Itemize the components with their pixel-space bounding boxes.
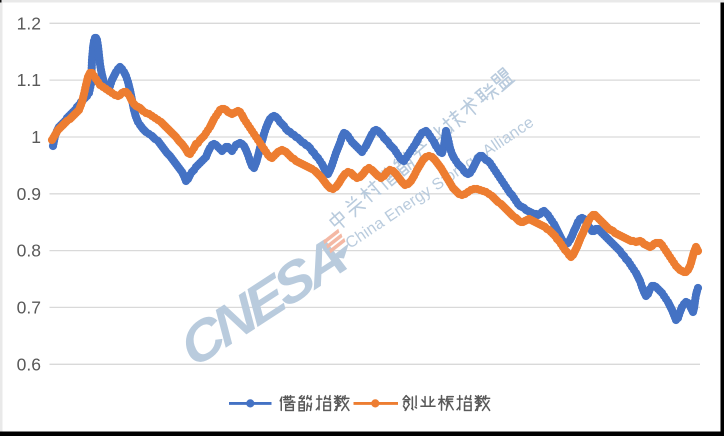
svg-text:0.9: 0.9 [17,184,41,204]
svg-text:1.1: 1.1 [17,70,41,90]
svg-text:0.6: 0.6 [17,354,41,374]
svg-text:1.2: 1.2 [17,13,41,33]
svg-text:0.7: 0.7 [17,297,41,317]
svg-text:0.8: 0.8 [17,241,41,261]
svg-text:1: 1 [31,127,41,147]
